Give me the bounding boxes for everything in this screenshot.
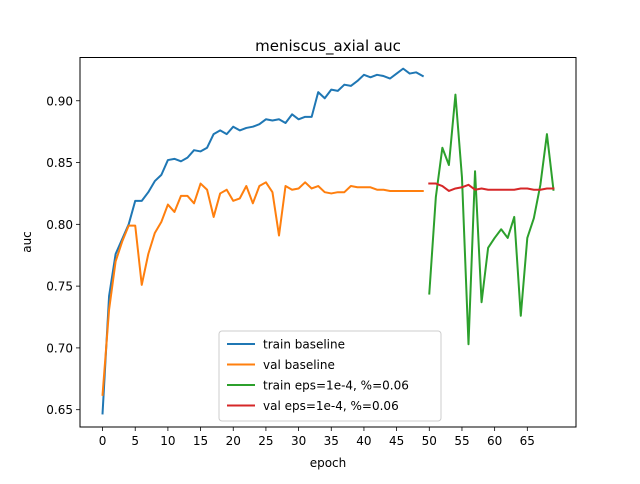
x-tick-label: 65 (520, 434, 535, 448)
x-tick-label: 20 (226, 434, 241, 448)
x-tick-label: 5 (131, 434, 139, 448)
legend-label: val eps=1e-4, %=0.06 (263, 399, 399, 413)
x-tick-label: 45 (389, 434, 404, 448)
y-tick-label: 0.90 (46, 94, 73, 108)
legend: train baseline val baseline train eps=1e-4… (218, 330, 442, 422)
x-tick-label: 10 (160, 434, 175, 448)
legend-label: train eps=1e-4, %=0.06 (263, 379, 409, 393)
chart-title: meniscus_axial auc (255, 37, 401, 56)
y-tick-label: 0.65 (46, 403, 73, 417)
x-tick-label: 55 (454, 434, 469, 448)
x-tick-label: 0 (99, 434, 107, 448)
legend-label: train baseline (263, 338, 345, 352)
y-axis-label: auc (20, 231, 34, 253)
x-tick-label: 60 (487, 434, 502, 448)
series-line-2 (101, 181, 424, 396)
y-tick-label: 0.85 (46, 156, 73, 170)
x-tick-label: 25 (258, 434, 273, 448)
legend-label: val baseline (263, 358, 335, 372)
y-tick-label: 0.70 (46, 341, 73, 355)
series-line-4 (428, 182, 555, 192)
series-line-3 (428, 93, 555, 346)
x-tick-label: 35 (324, 434, 339, 448)
x-axis-label: epoch (310, 456, 347, 470)
axes-layer: 0 5 10 15 20 25 30 35 40 45 50 55 60 65 0.65 0.70 0.75 0.… (46, 94, 535, 448)
x-tick-label: 40 (356, 434, 371, 448)
x-tick-label: 30 (291, 434, 306, 448)
x-tick-label: 50 (422, 434, 437, 448)
series-layer (101, 67, 555, 415)
y-tick-label: 0.75 (46, 280, 73, 294)
x-tick-label: 15 (193, 434, 208, 448)
legend-box (218, 330, 442, 422)
plot-frame (79, 57, 577, 428)
series-line-1 (101, 67, 425, 415)
y-tick-label: 0.80 (46, 218, 73, 232)
